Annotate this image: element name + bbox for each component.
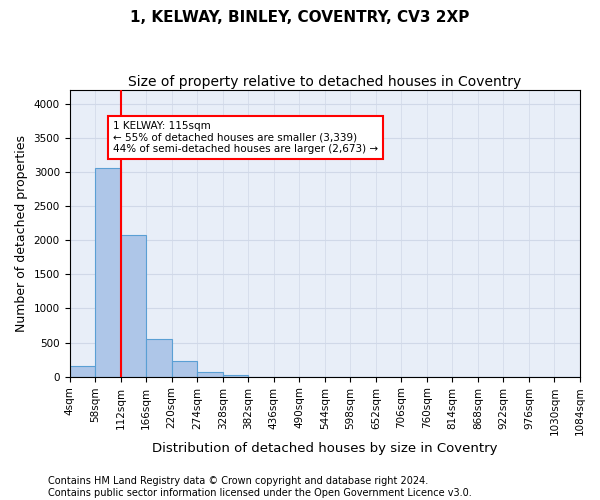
X-axis label: Distribution of detached houses by size in Coventry: Distribution of detached houses by size … bbox=[152, 442, 497, 455]
Bar bbox=[121, 235, 146, 376]
Title: Size of property relative to detached houses in Coventry: Size of property relative to detached ho… bbox=[128, 75, 521, 89]
Bar bbox=[223, 374, 248, 376]
Bar bbox=[95, 168, 121, 376]
Text: Contains HM Land Registry data © Crown copyright and database right 2024.
Contai: Contains HM Land Registry data © Crown c… bbox=[48, 476, 472, 498]
Text: 1, KELWAY, BINLEY, COVENTRY, CV3 2XP: 1, KELWAY, BINLEY, COVENTRY, CV3 2XP bbox=[130, 10, 470, 25]
Y-axis label: Number of detached properties: Number of detached properties bbox=[15, 135, 28, 332]
Bar bbox=[197, 372, 223, 376]
Bar bbox=[172, 361, 197, 376]
Text: 1 KELWAY: 115sqm
← 55% of detached houses are smaller (3,339)
44% of semi-detach: 1 KELWAY: 115sqm ← 55% of detached house… bbox=[113, 121, 378, 154]
Bar bbox=[70, 366, 95, 376]
Bar bbox=[146, 338, 172, 376]
